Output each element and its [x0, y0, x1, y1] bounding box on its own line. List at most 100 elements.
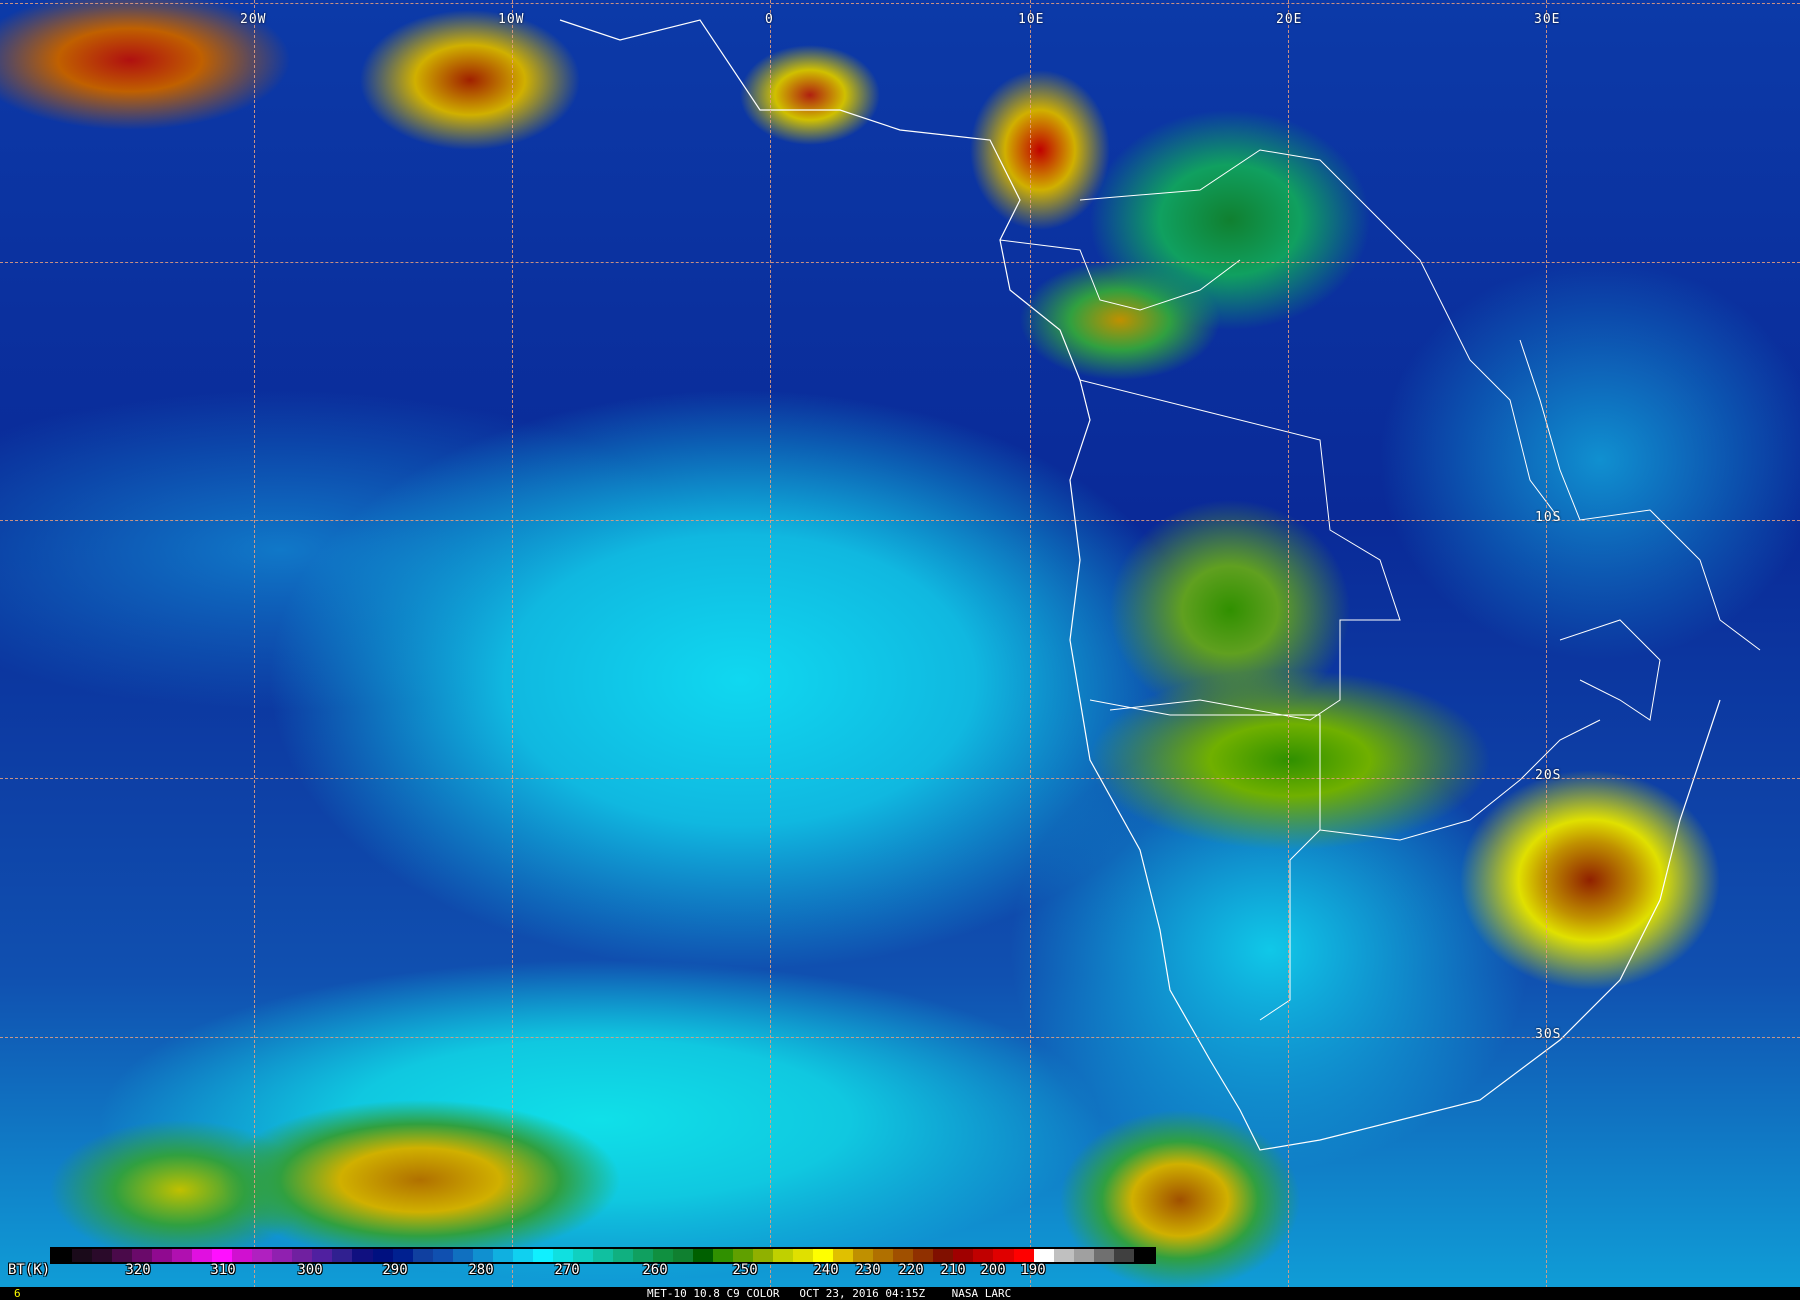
border: [1519, 339, 1761, 651]
colorbar-segment: [232, 1249, 253, 1262]
colorbar-tick-label: 220: [898, 1262, 924, 1278]
lat-label: 30S: [1535, 1027, 1562, 1042]
colorbar-segment: [112, 1249, 133, 1262]
parallel-line: [0, 3, 1800, 4]
border: [1079, 149, 1561, 521]
colorbar-segment: [72, 1249, 93, 1262]
meridian-line: [254, 0, 255, 1288]
meridian-line: [1288, 0, 1289, 1288]
colorbar-segment: [1033, 1249, 1054, 1262]
colorbar-segment: [192, 1249, 213, 1262]
colorbar-segment: [532, 1249, 553, 1262]
colorbar-segment: [592, 1249, 613, 1262]
africa-west-coastline: [559, 19, 1721, 1151]
colorbar-segment: [893, 1249, 914, 1262]
colorbar-segment: [1013, 1249, 1034, 1262]
colorbar-segment: [1053, 1249, 1074, 1262]
colorbar-segment: [372, 1249, 393, 1262]
colorbar-tick-label: 310: [210, 1262, 236, 1278]
border: [999, 239, 1241, 311]
lon-label: 10W: [498, 12, 525, 27]
meridian-line: [770, 0, 771, 1288]
parallel-line: [0, 778, 1800, 779]
colorbar-segment: [793, 1249, 814, 1262]
colorbar-segment: [492, 1249, 513, 1262]
colorbar-segment: [753, 1249, 774, 1262]
colorbar-segment: [452, 1249, 473, 1262]
colorbar-segment: [432, 1249, 453, 1262]
image-caption: MET-10 10.8 C9 COLOR OCT 23, 2016 04:15Z…: [647, 1287, 1012, 1300]
colorbar-tick-label: 250: [732, 1262, 758, 1278]
meridian-line: [1546, 0, 1547, 1288]
colorbar-tick-label: 210: [940, 1262, 966, 1278]
colorbar-segment: [132, 1249, 153, 1262]
colorbar-tick-label: 230: [855, 1262, 881, 1278]
colorbar-segment: [672, 1249, 693, 1262]
lat-label: 20S: [1535, 768, 1562, 783]
brightness-temperature-colorbar: [50, 1247, 1156, 1264]
colorbar-segment: [312, 1249, 333, 1262]
colorbar-tick-label: 200: [980, 1262, 1006, 1278]
colorbar-segment: [612, 1249, 633, 1262]
border: [1319, 719, 1601, 841]
colorbar-tick-label: 320: [125, 1262, 151, 1278]
colorbar-segment: [52, 1249, 73, 1262]
colorbar-tick-label: 270: [554, 1262, 580, 1278]
meridian-line: [1030, 0, 1031, 1288]
parallel-line: [0, 1037, 1800, 1038]
lon-label: 20W: [240, 12, 267, 27]
meridian-line: [512, 0, 513, 1288]
colorbar-tick-label: 300: [297, 1262, 323, 1278]
colorbar-segment: [472, 1249, 493, 1262]
colorbar-tick-label: 190: [1020, 1262, 1046, 1278]
colorbar-tick-label: 290: [382, 1262, 408, 1278]
colorbar-segment: [152, 1249, 173, 1262]
lon-label: 30E: [1534, 12, 1561, 27]
lon-label: 0: [765, 12, 774, 27]
colorbar-segment: [172, 1249, 193, 1262]
colorbar-segment: [1093, 1249, 1114, 1262]
colorbar-segment: [1113, 1249, 1134, 1262]
frame-number: 6: [14, 1287, 21, 1300]
parallel-line: [0, 520, 1800, 521]
colorbar-segment: [512, 1249, 533, 1262]
colorbar-segment: [272, 1249, 293, 1262]
colorbar-segment: [1133, 1249, 1154, 1262]
colorbar-segment: [693, 1249, 714, 1262]
colorbar-tick-label: 240: [813, 1262, 839, 1278]
colorbar-segment: [953, 1249, 974, 1262]
colorbar-segment: [813, 1249, 834, 1262]
colorbar-segment: [292, 1249, 313, 1262]
colorbar-segment: [713, 1249, 734, 1262]
colorbar-segment: [632, 1249, 653, 1262]
colorbar-segment: [412, 1249, 433, 1262]
colorbar-tick-label: 280: [468, 1262, 494, 1278]
lon-label: 20E: [1276, 12, 1303, 27]
colorbar-segment: [212, 1249, 233, 1262]
colorbar-tick-label: 260: [642, 1262, 668, 1278]
colorbar-segment: [552, 1249, 573, 1262]
border: [1559, 619, 1661, 721]
border: [1089, 699, 1321, 1021]
lon-label: 10E: [1018, 12, 1045, 27]
colorbar-segment: [1073, 1249, 1094, 1262]
colorbar-segment: [733, 1249, 754, 1262]
colorbar-segment: [332, 1249, 353, 1262]
colorbar-segment: [392, 1249, 413, 1262]
caption-bar: 6 MET-10 10.8 C9 COLOR OCT 23, 2016 04:1…: [0, 1287, 1800, 1300]
colorbar-segment: [252, 1249, 273, 1262]
colorbar-segment: [993, 1249, 1014, 1262]
colorbar-segment: [973, 1249, 994, 1262]
colorbar-segment: [933, 1249, 954, 1262]
colorbar-segment: [352, 1249, 373, 1262]
lat-label: 10S: [1535, 510, 1562, 525]
parallel-line: [0, 262, 1800, 263]
colorbar-segment: [873, 1249, 894, 1262]
colorbar-segment: [572, 1249, 593, 1262]
colorbar-segment: [913, 1249, 934, 1262]
colorbar-segment: [833, 1249, 854, 1262]
colorbar-segment: [92, 1249, 113, 1262]
colorbar-segment: [652, 1249, 673, 1262]
